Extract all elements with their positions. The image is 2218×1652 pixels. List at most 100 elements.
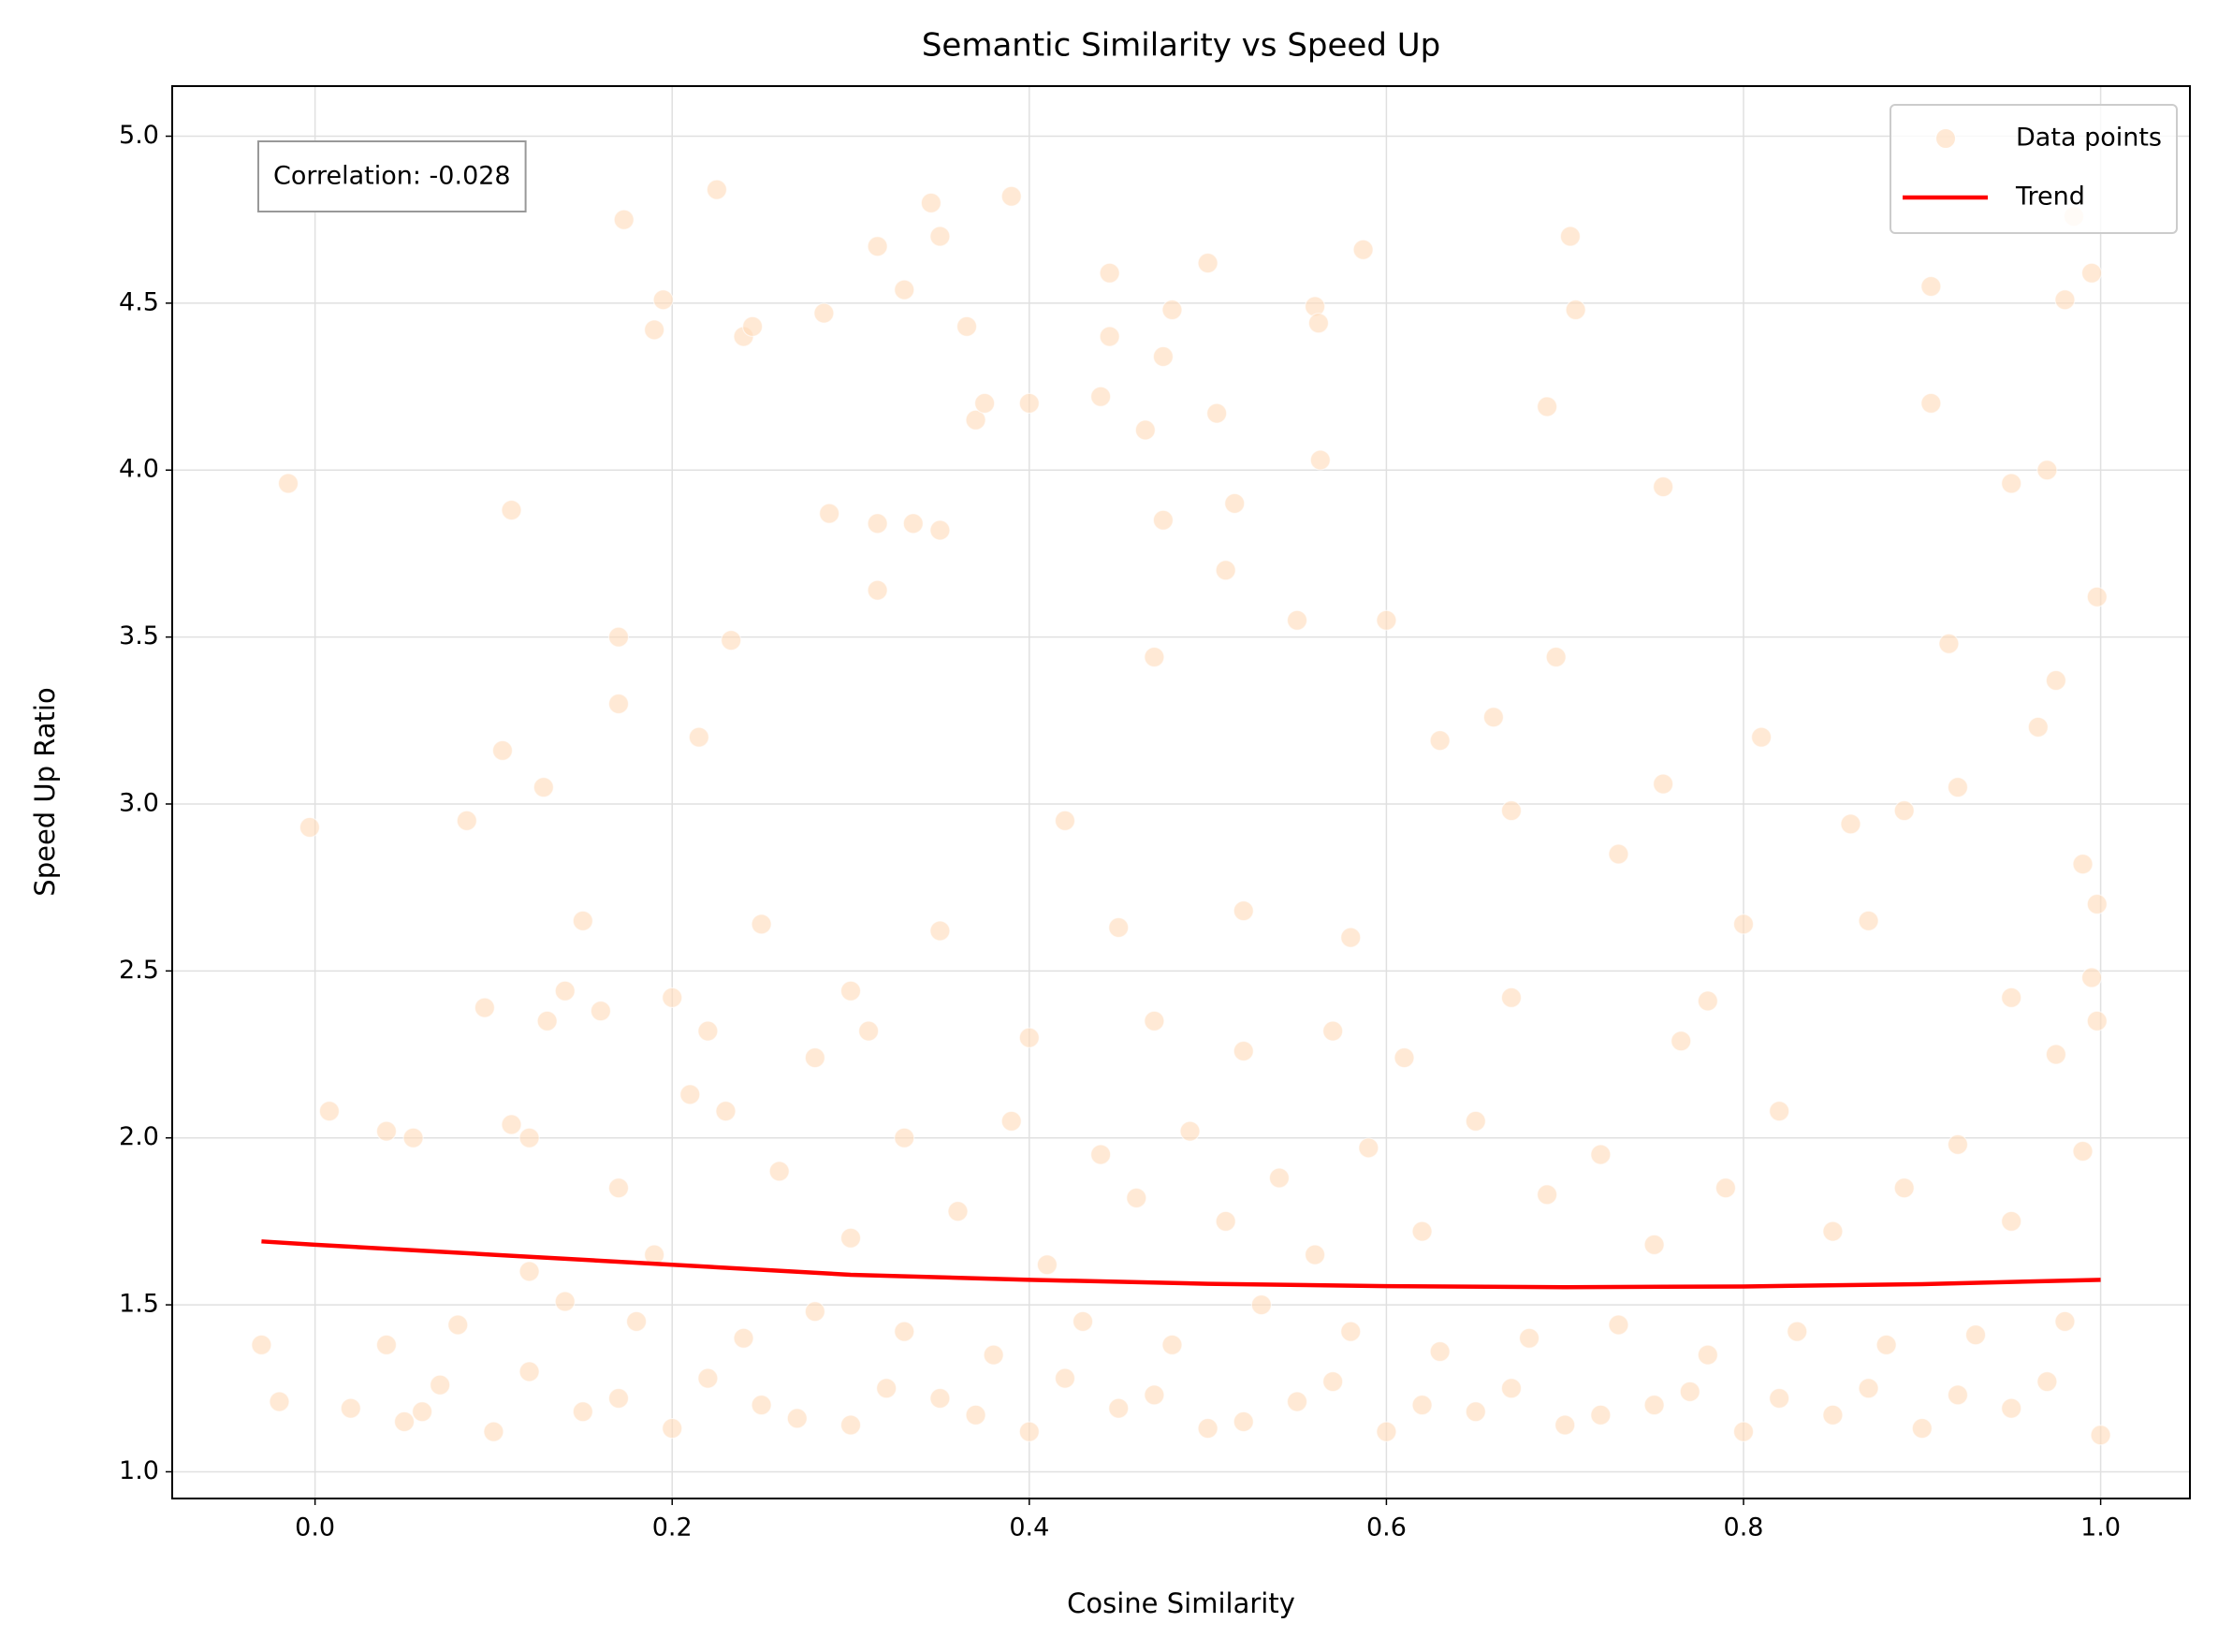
data-point <box>1340 927 1362 948</box>
data-point <box>721 630 742 651</box>
data-point <box>1161 1334 1183 1356</box>
data-point <box>929 920 951 942</box>
data-point <box>607 1177 630 1199</box>
legend: Data points Trend <box>1890 104 2178 234</box>
data-point <box>2027 716 2049 738</box>
data-point <box>2072 1140 2094 1162</box>
data-point <box>1161 299 1183 321</box>
x-axis-label: Cosine Similarity <box>1067 1587 1295 1619</box>
data-point <box>536 1010 558 1031</box>
data-point <box>2086 1010 2108 1031</box>
data-point <box>1500 800 1523 822</box>
data-point <box>1090 1144 1112 1165</box>
data-point <box>1947 1384 1969 1406</box>
data-point <box>2090 1425 2111 1446</box>
data-point <box>839 1227 862 1249</box>
data-point <box>1545 646 1567 668</box>
data-point <box>1054 810 1076 831</box>
data-point <box>1411 1395 1433 1416</box>
data-point <box>1671 1031 1692 1052</box>
data-point <box>2054 1310 2076 1333</box>
data-point <box>1938 633 1960 654</box>
data-point <box>1608 1314 1629 1336</box>
data-point <box>1964 1324 1987 1346</box>
data-point <box>1394 1047 1415 1069</box>
data-point <box>1769 1387 1790 1410</box>
data-point <box>533 777 554 798</box>
data-point <box>607 626 630 648</box>
data-point <box>1653 475 1674 498</box>
data-point <box>1018 392 1040 415</box>
annotation: Correlation: -0.028 <box>257 140 527 212</box>
data-point <box>340 1397 361 1419</box>
data-point <box>2036 1371 2058 1393</box>
data-point <box>662 1417 683 1440</box>
data-point <box>2086 893 2108 915</box>
data-point <box>1215 1210 1236 1233</box>
y-tick-label: 2.0 <box>119 1122 159 1151</box>
data-point <box>1134 419 1156 441</box>
data-point <box>1537 396 1558 417</box>
annotation-text: Correlation: -0.028 <box>273 162 511 191</box>
data-point <box>688 726 709 748</box>
data-point <box>1559 226 1582 247</box>
data-point <box>839 980 862 1001</box>
data-point <box>491 739 514 762</box>
data-point <box>1268 1167 1291 1189</box>
data-point <box>662 987 683 1008</box>
legend-marker <box>1935 128 1957 149</box>
data-point <box>1358 1137 1379 1159</box>
data-point <box>679 1084 701 1105</box>
x-tick-label: 0.6 <box>1366 1513 1407 1542</box>
data-point <box>1947 777 1969 798</box>
data-point <box>572 1401 593 1423</box>
data-point <box>299 816 321 839</box>
data-point <box>1643 1234 1665 1255</box>
data-point <box>1482 707 1504 728</box>
data-point <box>1250 1294 1272 1316</box>
data-point <box>894 1321 915 1342</box>
data-point <box>518 1261 540 1282</box>
data-point <box>625 1310 648 1333</box>
data-point <box>652 289 674 311</box>
data-point <box>1732 1421 1755 1442</box>
annotation-box <box>257 140 527 212</box>
data-point <box>1429 730 1451 752</box>
y-tick-label: 3.5 <box>119 621 159 651</box>
data-point <box>501 499 522 521</box>
data-point <box>613 209 635 230</box>
data-point <box>412 1401 433 1423</box>
data-point <box>1465 1110 1486 1132</box>
data-point <box>839 1414 862 1436</box>
data-point <box>1197 1417 1218 1440</box>
data-point <box>1144 1010 1165 1031</box>
x-tick-label: 0.8 <box>1724 1513 1764 1542</box>
data-point <box>1643 1395 1665 1416</box>
data-point <box>697 1020 719 1042</box>
data-point <box>1875 1334 1897 1356</box>
y-tick-label: 2.5 <box>119 956 159 985</box>
data-point <box>1340 1321 1362 1342</box>
data-point <box>1518 1327 1540 1349</box>
data-point <box>1233 1040 1254 1062</box>
trend-line <box>261 1239 2101 1290</box>
data-point <box>2001 1210 2022 1233</box>
data-point <box>733 1327 754 1349</box>
data-point <box>1500 987 1523 1008</box>
data-point <box>929 519 951 541</box>
data-point <box>2054 289 2076 311</box>
data-point <box>518 1361 540 1382</box>
data-point <box>1893 800 1915 822</box>
data-point <box>1322 1371 1344 1393</box>
data-point <box>1206 402 1228 424</box>
scatter-points <box>251 179 2111 1446</box>
data-point <box>1608 843 1629 865</box>
data-point <box>894 1127 915 1148</box>
data-point <box>607 693 630 715</box>
data-point <box>1099 326 1120 347</box>
data-point <box>920 192 941 213</box>
data-point <box>2001 1397 2022 1419</box>
data-point <box>894 279 915 300</box>
data-point <box>2001 473 2022 494</box>
